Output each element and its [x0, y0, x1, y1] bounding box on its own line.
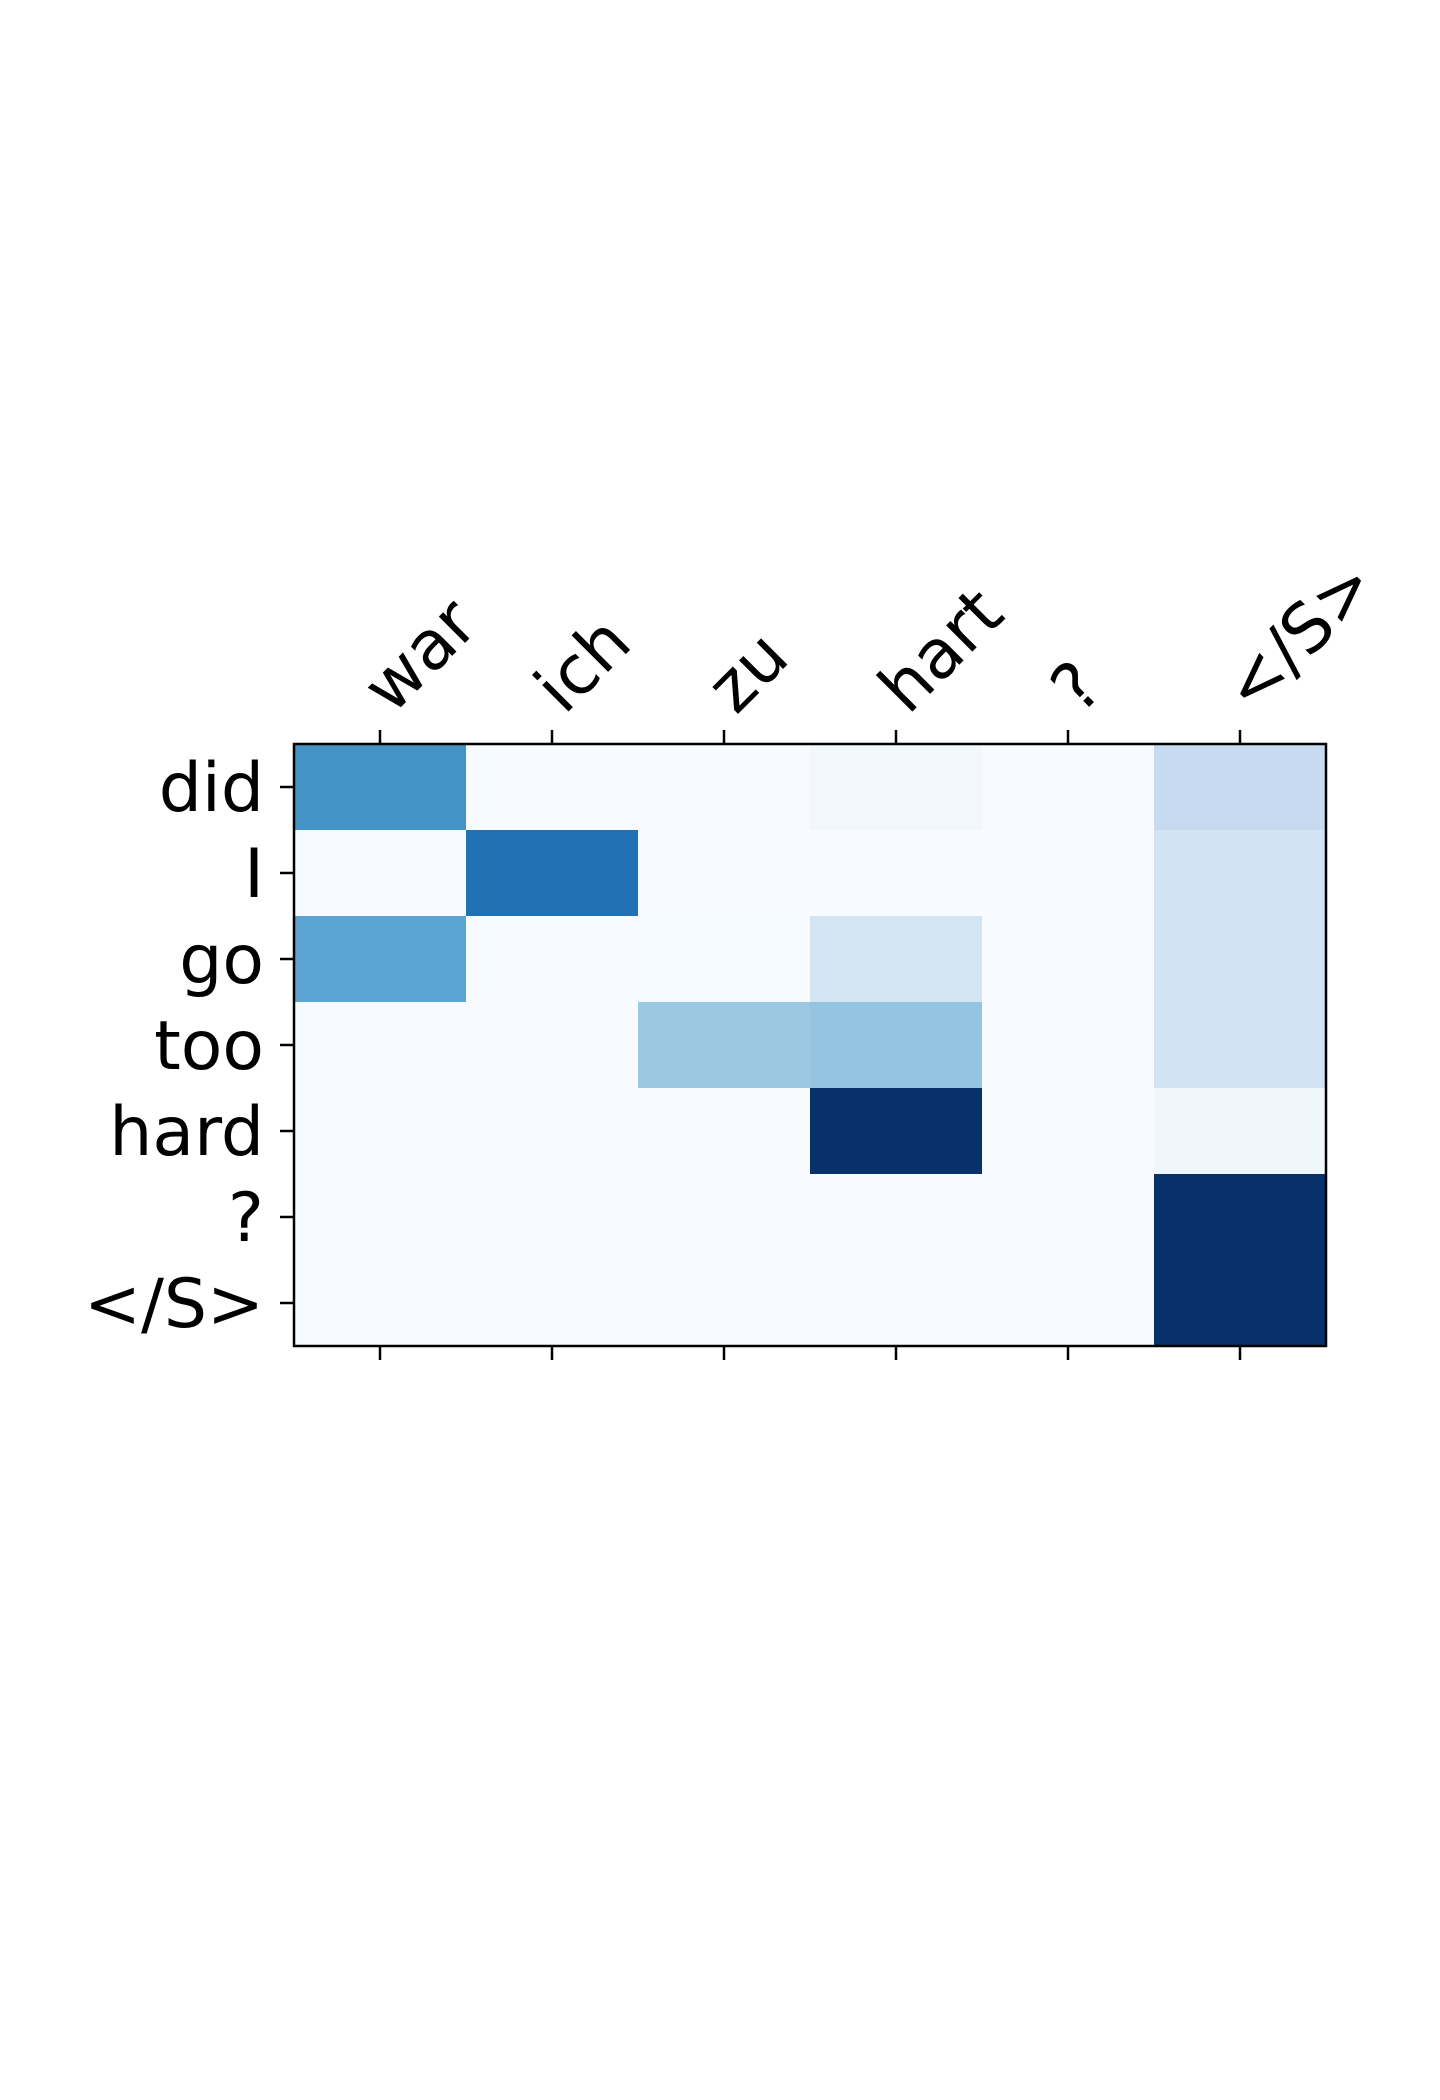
- y-tick-label-2: go: [179, 921, 264, 1000]
- heatmap-cell-0-1: [466, 744, 639, 831]
- heatmap-cell-0-2: [638, 744, 811, 831]
- y-tick-label-1: I: [244, 835, 264, 914]
- heatmap-cell-2-1: [466, 916, 639, 1003]
- heatmap-cell-2-2: [638, 916, 811, 1003]
- x-tick-label-3: hart: [864, 574, 1018, 728]
- heatmap-cell-6-1: [466, 1260, 639, 1347]
- heatmap-cell-0-5: [1154, 744, 1327, 831]
- x-tick-label-4: ?: [1036, 647, 1117, 728]
- heatmap-cell-5-1: [466, 1174, 639, 1261]
- heatmap-cell-4-2: [638, 1088, 811, 1175]
- y-tick-label-3: too: [154, 1007, 264, 1086]
- heatmap-cell-3-1: [466, 1002, 639, 1089]
- heatmap-cell-1-3: [810, 830, 983, 917]
- x-tick-label-2: zu: [692, 616, 804, 728]
- heatmap-cell-6-3: [810, 1260, 983, 1347]
- y-tick-label-4: hard: [109, 1093, 264, 1172]
- x-axis-tick-labels: war ich zu hart? </S>: [348, 545, 1391, 728]
- heatmap-cell-4-5: [1154, 1088, 1327, 1175]
- y-tick-label-6: </S>: [84, 1265, 264, 1344]
- heatmap-cell-3-5: [1154, 1002, 1327, 1089]
- heatmap-cell-0-3: [810, 744, 983, 831]
- heatmap-cell-5-3: [810, 1174, 983, 1261]
- heatmap-cell-0-0: [294, 744, 467, 831]
- heatmap-cell-5-5: [1154, 1174, 1327, 1261]
- heatmap-cell-3-2: [638, 1002, 811, 1089]
- heatmap-cell-1-0: [294, 830, 467, 917]
- axis-ticks: [280, 730, 1242, 1360]
- heatmap-cell-5-2: [638, 1174, 811, 1261]
- x-tick-label-1: ich: [520, 602, 646, 728]
- heatmap-cell-1-1: [466, 830, 639, 917]
- heatmap-cell-6-2: [638, 1260, 811, 1347]
- heatmap-cell-4-4: [982, 1088, 1155, 1175]
- heatmap-cell-4-1: [466, 1088, 639, 1175]
- x-tick-label-5: </S>: [1208, 545, 1391, 728]
- x-tick-label-0: war: [348, 584, 492, 728]
- heatmap-cell-6-5: [1154, 1260, 1327, 1347]
- heatmap-cell-4-3: [810, 1088, 983, 1175]
- heatmap-cell-5-4: [982, 1174, 1155, 1261]
- heatmap-cell-5-0: [294, 1174, 467, 1261]
- heatmap-cell-3-4: [982, 1002, 1155, 1089]
- heatmap-cell-6-4: [982, 1260, 1155, 1347]
- y-tick-label-5: ?: [228, 1179, 264, 1258]
- heatmap-cell-1-5: [1154, 830, 1327, 917]
- heatmap-cell-3-0: [294, 1002, 467, 1089]
- heatmap-cell-2-5: [1154, 916, 1327, 1003]
- heatmap-cell-2-4: [982, 916, 1155, 1003]
- heatmap-cell-2-0: [294, 916, 467, 1003]
- heatmap-cell-1-2: [638, 830, 811, 917]
- heatmap-cell-0-4: [982, 744, 1155, 831]
- y-tick-label-0: did: [159, 749, 264, 828]
- heatmap-cells: [294, 744, 1327, 1347]
- heatmap-cell-4-0: [294, 1088, 467, 1175]
- heatmap-cell-1-4: [982, 830, 1155, 917]
- heatmap-cell-3-3: [810, 1002, 983, 1089]
- heatmap-cell-2-3: [810, 916, 983, 1003]
- heatmap-cell-6-0: [294, 1260, 467, 1347]
